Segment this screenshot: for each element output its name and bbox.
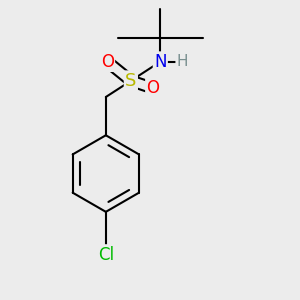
- Text: O: O: [101, 53, 114, 71]
- Text: H: H: [177, 54, 188, 69]
- Text: S: S: [125, 72, 136, 90]
- Text: N: N: [154, 53, 167, 71]
- Text: O: O: [146, 79, 159, 97]
- Text: Cl: Cl: [98, 245, 114, 263]
